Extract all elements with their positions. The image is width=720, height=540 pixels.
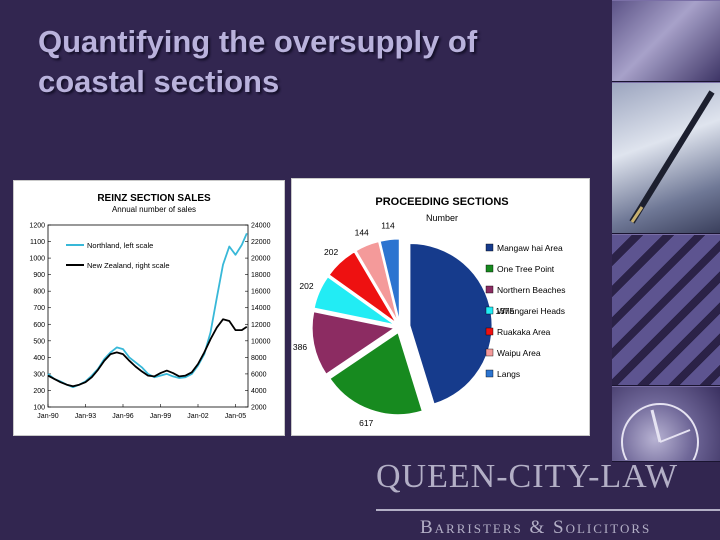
left-axis-tick-label: 800 <box>33 289 45 296</box>
legend-label-northland: Northland, left scale <box>87 241 153 250</box>
legend-label: Mangaw hai Area <box>497 243 563 253</box>
x-axis-tick-label: Jan-90 <box>37 413 59 420</box>
slide-title-line-2: coastal sections <box>38 64 280 99</box>
left-axis-tick-label: 900 <box>33 272 45 279</box>
chart-subtitle: Number <box>426 213 458 223</box>
logo-divider <box>376 509 720 511</box>
firm-tagline: Barristers & Solicitors <box>420 517 652 538</box>
x-axis-tick-label: Jan-93 <box>75 413 97 420</box>
chart-title: REINZ SECTION SALES <box>97 193 211 204</box>
firm-name: QUEEN-CITY-LAW <box>376 458 679 495</box>
plot-frame <box>47 224 249 408</box>
deco-panel-keys <box>612 234 720 386</box>
right-axis-tick-label: 14000 <box>251 305 271 312</box>
legend-swatch <box>485 243 494 252</box>
deco-panel-letters <box>612 0 720 82</box>
left-axis-tick-label: 300 <box>33 371 45 378</box>
series-line-northland <box>47 232 248 388</box>
clock-icon <box>621 403 699 460</box>
legend: Northland, left scale New Zealand, right… <box>66 241 170 270</box>
proceeding-sections-chart: PROCEEDING SECTIONS Number 1375 617 386 202… <box>291 178 590 436</box>
pie-chart-svg: PROCEEDING SECTIONS Number 1375 617 386 202… <box>293 196 566 428</box>
left-axis-tick-label: 600 <box>33 322 45 329</box>
slide-title-line-1: Quantifying the oversupply of <box>38 24 478 59</box>
pie-slice <box>379 238 400 322</box>
legend-label: Langs <box>497 369 520 379</box>
pie-slice <box>409 242 493 405</box>
right-axis-tick-label: 18000 <box>251 272 271 279</box>
pie-data-label: 114 <box>381 221 395 231</box>
pie-slice <box>328 251 397 324</box>
pie-slice <box>355 241 399 322</box>
pie-slice <box>313 276 395 326</box>
right-axis-tick-label: 2000 <box>251 405 267 412</box>
left-axis-tick-label: 1000 <box>29 256 45 263</box>
chart-subtitle: Annual number of sales <box>112 205 196 214</box>
left-axis-tick-label: 400 <box>33 355 45 362</box>
x-axis-tick-label: Jan-05 <box>225 413 247 420</box>
slide-title: Quantifying the oversupply of coastal se… <box>38 22 578 102</box>
pie-data-label: 144 <box>355 227 369 237</box>
legend-swatch <box>485 327 494 336</box>
left-axis-tick-label: 1200 <box>29 223 45 230</box>
pie-data-label: 202 <box>324 247 338 257</box>
right-axis-tick-label: 24000 <box>251 223 271 230</box>
series-line-new-zealand <box>47 318 248 388</box>
legend-swatch <box>485 306 494 315</box>
left-axis-tick-label: 200 <box>33 388 45 395</box>
right-axis-tick-label: 10000 <box>251 338 271 345</box>
right-axis-tick-label: 4000 <box>251 388 267 395</box>
right-axis-tick-label: 6000 <box>251 371 267 378</box>
legend-label: Ruakaka Area <box>497 327 551 337</box>
right-axis-tick-label: 20000 <box>251 256 271 263</box>
pen-icon <box>629 90 715 224</box>
legend-swatch <box>485 285 494 294</box>
deco-panel-clock <box>612 386 720 462</box>
chart-title: PROCEEDING SECTIONS <box>375 196 508 208</box>
legend-label: Waipu Area <box>497 348 541 358</box>
left-axis-tick-label: 100 <box>33 405 45 412</box>
left-axis-tick-label: 1100 <box>30 239 45 246</box>
legend-label: One Tree Point <box>497 264 555 274</box>
legend-swatch <box>485 348 494 357</box>
legend-swatch <box>485 369 494 378</box>
legend-label: Northern Beaches <box>497 285 566 295</box>
pie-data-label: 617 <box>359 418 373 428</box>
legend-label-nz: New Zealand, right scale <box>87 261 170 270</box>
left-axis-tick-label: 700 <box>33 305 45 312</box>
right-axis-tick-label: 16000 <box>251 289 271 296</box>
x-axis-tick-label: Jan-99 <box>150 413 172 420</box>
line-chart-svg: REINZ SECTION SALES Annual number of sal… <box>29 193 271 420</box>
x-axis-tick-label: Jan-96 <box>112 413 134 420</box>
x-axis-tick-label: Jan-02 <box>187 413 209 420</box>
legend-label: Whangarei Heads <box>497 306 565 316</box>
right-axis-tick-label: 12000 <box>251 322 271 329</box>
pie-data-label: 386 <box>293 342 307 352</box>
legend-swatch <box>485 264 494 273</box>
pie-slice <box>329 331 423 416</box>
right-axis-tick-label: 22000 <box>251 239 271 246</box>
right-axis-tick-label: 8000 <box>251 355 267 362</box>
pie-data-label: 1375 <box>495 306 514 316</box>
pie-slice <box>311 311 396 375</box>
pie-data-label: 202 <box>299 281 313 291</box>
left-axis-tick-label: 500 <box>33 338 45 345</box>
reinz-section-sales-chart: REINZ SECTION SALES Annual number of sal… <box>13 180 285 436</box>
